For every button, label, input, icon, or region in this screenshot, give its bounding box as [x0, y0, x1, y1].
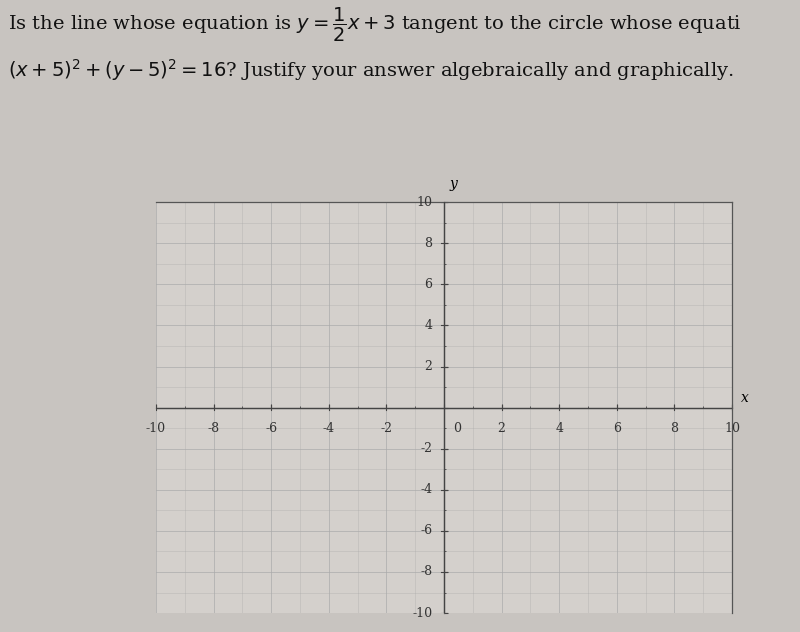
Text: 2: 2 — [498, 422, 506, 435]
Text: -10: -10 — [412, 607, 433, 619]
Text: 8: 8 — [670, 422, 678, 435]
Text: x: x — [741, 391, 749, 404]
Text: -4: -4 — [420, 483, 433, 496]
Text: -8: -8 — [207, 422, 220, 435]
Text: y: y — [450, 177, 458, 191]
Text: 6: 6 — [425, 278, 433, 291]
Text: -6: -6 — [265, 422, 278, 435]
Text: 4: 4 — [555, 422, 563, 435]
Text: -4: -4 — [322, 422, 335, 435]
Text: 0: 0 — [453, 422, 461, 435]
Text: -6: -6 — [420, 525, 433, 537]
Text: -10: -10 — [146, 422, 166, 435]
Text: -2: -2 — [381, 422, 392, 435]
Text: 8: 8 — [425, 237, 433, 250]
Text: -2: -2 — [421, 442, 433, 455]
Text: -8: -8 — [420, 566, 433, 578]
Text: 4: 4 — [425, 319, 433, 332]
Text: 6: 6 — [613, 422, 621, 435]
Text: 10: 10 — [724, 422, 740, 435]
Text: Is the line whose equation is $y=\dfrac{1}{2}x+3$ tangent to the circle whose eq: Is the line whose equation is $y=\dfrac{… — [8, 6, 742, 44]
Text: 2: 2 — [425, 360, 433, 373]
Text: $(x+5)^2+(y-5)^2=16$? Justify your answer algebraically and graphically.: $(x+5)^2+(y-5)^2=16$? Justify your answe… — [8, 57, 734, 83]
Text: 10: 10 — [417, 196, 433, 209]
